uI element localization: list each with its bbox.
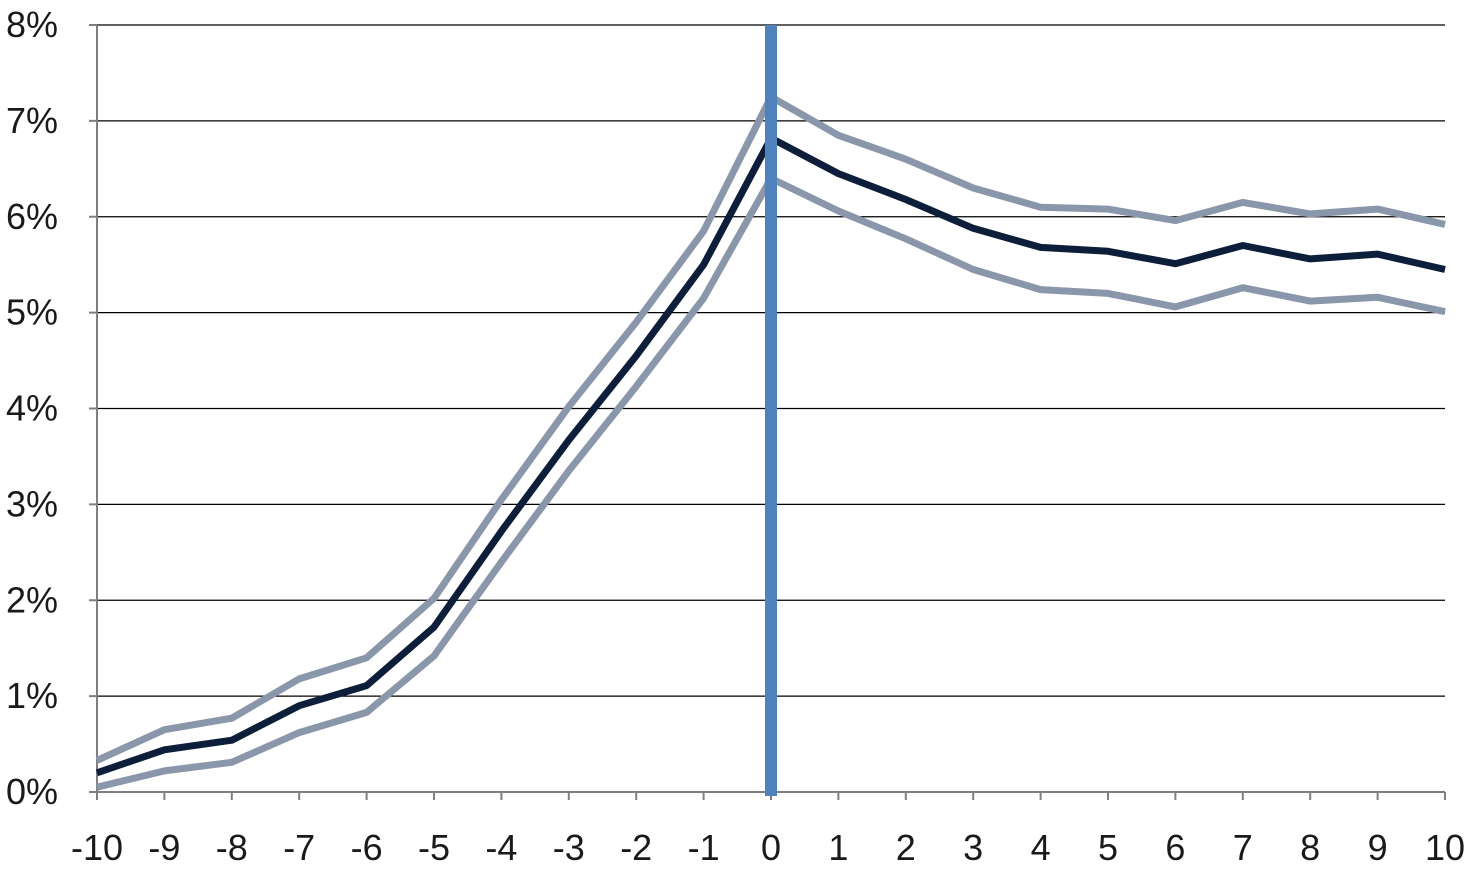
y-tick-label: 8% <box>6 4 58 45</box>
x-tick-label: 3 <box>963 827 983 868</box>
x-axis-tick-labels: -10 -9 -8 -7 -6 -5 -4 -3 -2 -1 0 1 2 3 4 5 6 7 8 9 10 <box>71 827 1465 868</box>
x-tick-label: 10 <box>1425 827 1465 868</box>
x-tick-label: 6 <box>1165 827 1185 868</box>
x-tick-label: 4 <box>1031 827 1051 868</box>
y-axis-tick-labels: 0% 1% 2% 3% 4% 5% 6% 7% 8% <box>6 4 58 812</box>
y-tick-label: 1% <box>6 675 58 716</box>
x-tick-label: -7 <box>283 827 315 868</box>
x-tick-label: -3 <box>553 827 585 868</box>
x-tick-label: -6 <box>351 827 383 868</box>
y-tick-label: 7% <box>6 100 58 141</box>
x-tick-label: -5 <box>418 827 450 868</box>
x-tick-label: 1 <box>828 827 848 868</box>
y-tick-label: 2% <box>6 579 58 620</box>
x-tick-label: 5 <box>1098 827 1118 868</box>
x-tick-label: 2 <box>896 827 916 868</box>
x-tick-label: -4 <box>485 827 517 868</box>
y-tick-label: 5% <box>6 292 58 333</box>
y-tick-label: 0% <box>6 771 58 812</box>
x-tick-label: -1 <box>688 827 720 868</box>
x-tick-label: 8 <box>1300 827 1320 868</box>
x-tick-label: -9 <box>148 827 180 868</box>
y-tick-label: 6% <box>6 196 58 237</box>
x-tick-label: -10 <box>71 827 123 868</box>
x-tick-label: 0 <box>761 827 781 868</box>
y-tick-label: 4% <box>6 388 58 429</box>
x-tick-label: -8 <box>216 827 248 868</box>
x-tick-label: -2 <box>620 827 652 868</box>
y-tick-label: 3% <box>6 483 58 524</box>
x-tick-label: 9 <box>1368 827 1388 868</box>
x-tick-label: 7 <box>1233 827 1253 868</box>
